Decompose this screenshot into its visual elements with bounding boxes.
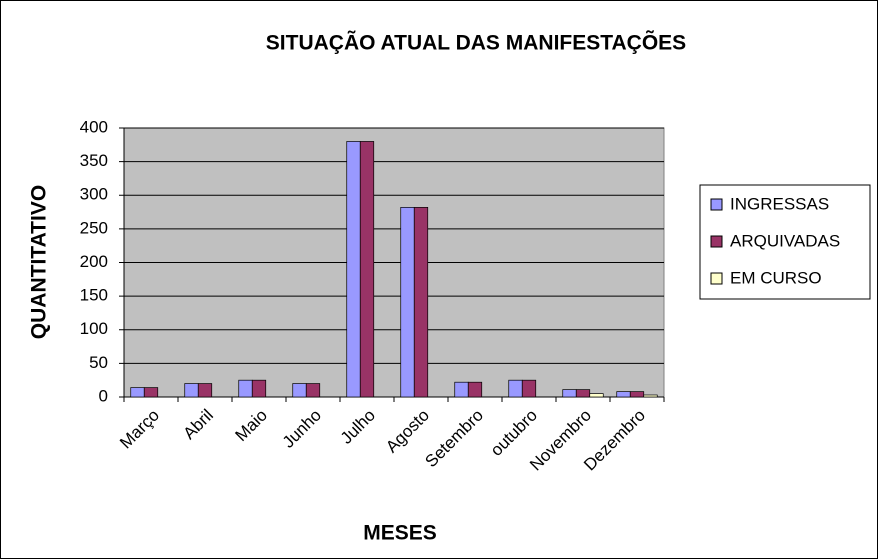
- y-tick-label: 200: [80, 252, 108, 271]
- legend-box: [699, 184, 871, 300]
- y-tick-label: 50: [89, 353, 108, 372]
- bar: [589, 393, 604, 398]
- bar: [184, 383, 199, 398]
- bar: [197, 383, 213, 398]
- bar: [346, 141, 361, 398]
- y-tick-label: 400: [80, 117, 108, 136]
- bar: [467, 381, 483, 398]
- bar: [251, 379, 267, 398]
- chart-title: SITUAÇÃO ATUAL DAS MANIFESTAÇÕES: [266, 31, 686, 55]
- bar: [130, 387, 145, 398]
- y-axis-label: QUANTITATIVO: [28, 185, 51, 339]
- y-tick-label: 300: [80, 185, 108, 204]
- legend-label: ARQUIVADAS: [730, 231, 840, 250]
- bar: [454, 381, 469, 398]
- bar: [521, 379, 537, 398]
- y-tick-label: 0: [99, 386, 108, 405]
- bar: [238, 379, 253, 398]
- y-tick-label: 150: [80, 286, 108, 305]
- bar: [643, 394, 658, 398]
- bar: [629, 391, 645, 398]
- x-axis-label: MESES: [363, 522, 437, 545]
- legend-swatch: [710, 198, 723, 211]
- bar: [616, 391, 631, 398]
- bar: [305, 383, 321, 398]
- bar: [562, 389, 577, 398]
- legend-label: INGRESSAS: [730, 194, 829, 213]
- legend-swatch: [710, 272, 723, 285]
- legend-swatch: [710, 235, 723, 248]
- bar: [292, 383, 307, 398]
- legend-label: EM CURSO: [730, 268, 822, 287]
- bar: [575, 389, 591, 398]
- y-tick-label: 100: [80, 319, 108, 338]
- bar: [143, 387, 159, 398]
- bar: [508, 379, 523, 398]
- y-tick-label: 350: [80, 151, 108, 170]
- bar: [359, 141, 375, 398]
- bar: [413, 207, 429, 398]
- bar: [400, 207, 415, 398]
- y-tick-label: 250: [80, 218, 108, 237]
